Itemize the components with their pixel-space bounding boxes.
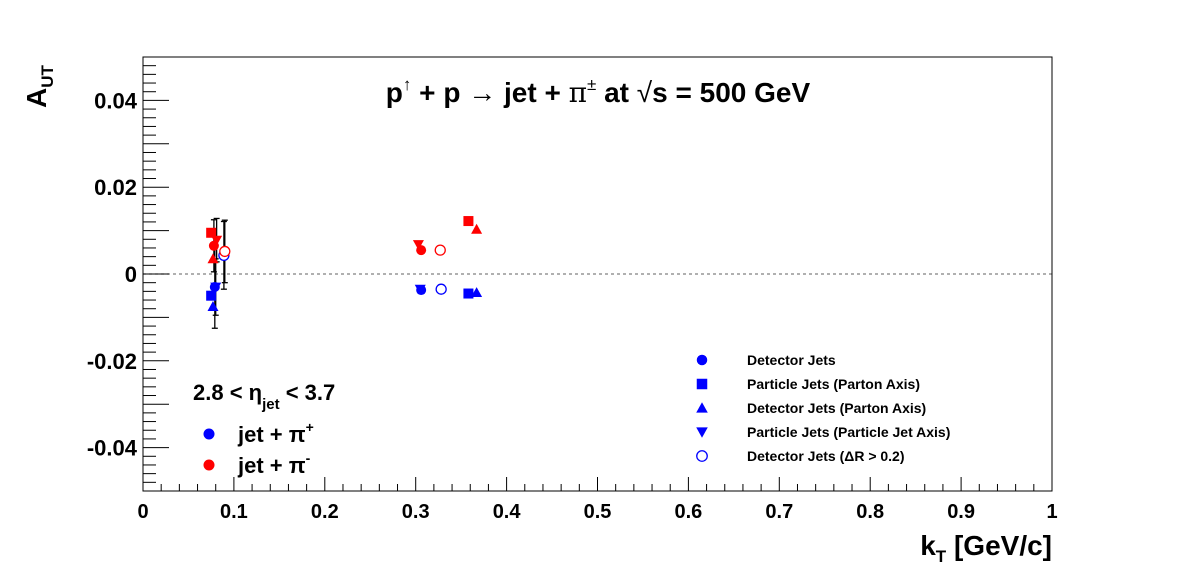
- x-axis-label-main: k: [920, 530, 936, 561]
- data-point: [207, 253, 219, 264]
- y-tick-label: 0.02: [94, 175, 137, 200]
- data-point: [435, 283, 447, 295]
- marker-legend-label: Detector Jets: [747, 352, 836, 368]
- eta-range-post: < 3.7: [280, 380, 336, 405]
- charge-legend-marker: [203, 459, 215, 471]
- eta-range-sub: jet: [261, 396, 280, 413]
- data-point: [471, 223, 483, 234]
- charge-legend-marker: [203, 428, 215, 440]
- title-plus-p: + p: [411, 77, 468, 108]
- data-point: [211, 235, 223, 246]
- marker-legend: Detector Jets Particle Jets (Parton Axis)…: [696, 352, 950, 464]
- data-point: [463, 288, 474, 299]
- x-axis-label-sub: T: [936, 547, 947, 566]
- data-point: [412, 240, 424, 250]
- data-point: [219, 245, 231, 258]
- x-tick-label: 1: [1046, 501, 1057, 523]
- title-s-eq: s = 500 GeV: [652, 77, 810, 108]
- data-point: [206, 227, 217, 238]
- y-axis-label-main: A: [21, 88, 52, 108]
- y-axis-label: AUT: [21, 64, 57, 108]
- title-sqrt: √: [637, 77, 653, 108]
- title-pm: ±: [587, 75, 596, 94]
- title-at: at: [596, 77, 636, 108]
- marker-legend-label: Detector Jets (ΔR > 0.2): [747, 448, 905, 464]
- x-tick-label: 0.6: [674, 501, 702, 523]
- charge-legend: jet + π+jet + π-: [203, 419, 314, 478]
- x-tick-label: 0.8: [856, 501, 884, 523]
- y-tick-label: 0.04: [94, 88, 138, 113]
- charge-legend-text: jet + π: [237, 453, 306, 478]
- marker-legend-symbol: [696, 402, 708, 413]
- marker-legend-symbol: [696, 378, 708, 390]
- chart-title: p↑ + p → jet + π± at √s = 500 GeV: [386, 75, 811, 109]
- data-point: [434, 244, 446, 256]
- eta-range-pre: 2.8 < η: [193, 380, 262, 405]
- axis-ticks: 0 0.1 0.2 0.3 0.4 0.5 0.6 0.7 0.8 0.9 1-0.04-0.020…: [87, 56, 1058, 523]
- x-tick-label: 0.7: [765, 501, 793, 523]
- data-point: [463, 216, 474, 227]
- y-tick-label: -0.02: [87, 349, 137, 374]
- data-point: [414, 284, 426, 295]
- title-jet: jet +: [496, 77, 568, 108]
- y-tick-label: -0.04: [87, 436, 138, 461]
- data-point: [210, 282, 222, 293]
- x-tick-label: 0.1: [220, 501, 248, 523]
- data-point: [206, 290, 217, 301]
- charge-legend-sup: -: [306, 450, 311, 466]
- x-tick-label: 0.5: [584, 501, 612, 523]
- title-pi: π: [569, 76, 587, 109]
- x-axis-label-unit: [GeV/c]: [946, 530, 1052, 561]
- y-tick-label: 0: [125, 262, 137, 287]
- x-tick-label: 0: [137, 501, 148, 523]
- data-point: [207, 301, 219, 311]
- x-tick-label: 0.4: [493, 501, 522, 523]
- marker-legend-symbol: [696, 427, 708, 438]
- title-p: p: [386, 77, 403, 108]
- charge-legend-text: jet + π: [237, 422, 306, 447]
- eta-range-label: 2.8 < ηjet < 3.7: [193, 380, 335, 413]
- marker-legend-symbol: [696, 354, 708, 366]
- marker-legend-label: Detector Jets (Parton Axis): [747, 400, 926, 416]
- x-tick-label: 0.9: [947, 501, 975, 523]
- charge-legend-label: jet + π-: [237, 450, 311, 478]
- y-axis-label-sub: UT: [38, 64, 57, 87]
- title-up-arrow: ↑: [403, 75, 412, 94]
- title-arrow: →: [468, 77, 496, 108]
- marker-legend-label: Particle Jets (Parton Axis): [747, 376, 920, 392]
- x-tick-label: 0.2: [311, 501, 339, 523]
- data-point: [471, 287, 483, 298]
- charge-legend-label: jet + π+: [237, 419, 314, 447]
- x-axis-label: kT [GeV/c]: [920, 530, 1052, 566]
- marker-legend-symbol: [696, 450, 708, 462]
- charge-legend-sup: +: [306, 419, 314, 435]
- data-points: [206, 216, 483, 311]
- plot-frame: [142, 56, 1053, 492]
- marker-legend-label: Particle Jets (Particle Jet Axis): [747, 424, 950, 440]
- x-tick-label: 0.3: [402, 501, 430, 523]
